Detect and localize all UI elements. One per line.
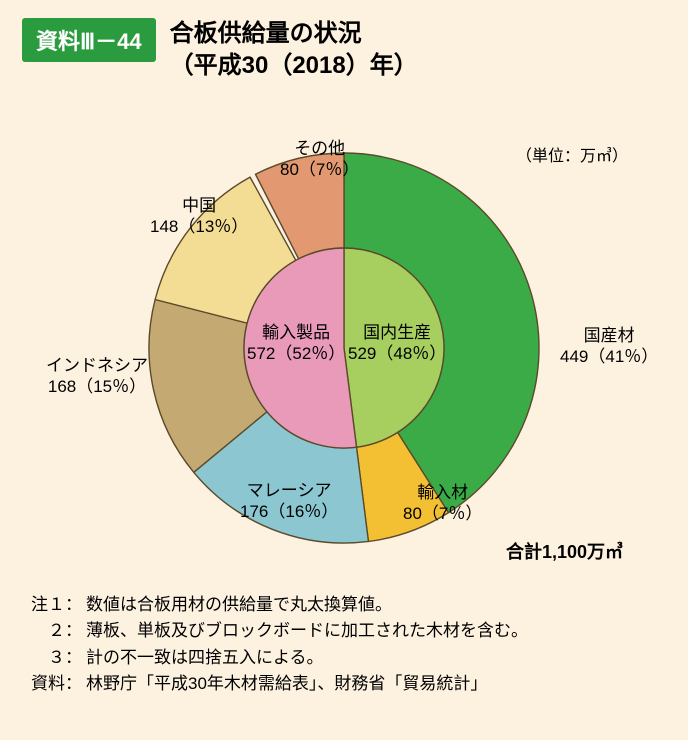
- label-text: 中国: [182, 196, 216, 215]
- note-body: 数値は合板用材の供給量で丸太換算値。: [82, 592, 392, 618]
- label-china: 中国 148（13％）: [150, 195, 248, 238]
- donut-chart: 国内生産 529（48％） 輸入製品 572（52％） 国産材 449（41％）…: [0, 120, 688, 560]
- label-text: 80（7％）: [403, 504, 482, 523]
- label-text: 80（7％）: [280, 160, 359, 179]
- note-head: 資料：: [28, 671, 82, 697]
- note-body: 計の不一致は四捨五入による。: [82, 645, 324, 671]
- label-text: その他: [294, 139, 345, 158]
- label-text: 国内生産: [363, 323, 431, 342]
- label-text: 国産材: [584, 326, 635, 345]
- label-domestic-wood: 国産材 449（41％）: [560, 325, 658, 368]
- title-line-2: （平成30（2018）年）: [170, 52, 418, 79]
- label-inner-domestic: 国内生産 529（48％）: [348, 322, 446, 365]
- label-text: 148（13％）: [150, 217, 248, 236]
- label-text: マレーシア: [247, 481, 332, 500]
- label-text: 529（48％）: [348, 344, 446, 363]
- note-head: ２：: [28, 618, 82, 644]
- note-body: 薄板、単板及びブロックボードに加工された木材を含む。: [82, 618, 528, 644]
- label-text: 572（52％）: [247, 344, 345, 363]
- label-malaysia: マレーシア 176（16％）: [240, 480, 338, 523]
- page-title: 合板供給量の状況 （平成30（2018）年）: [170, 18, 418, 83]
- total-label: 合計1,100万㎥: [506, 538, 623, 564]
- label-indonesia: インドネシア 168（15％）: [46, 355, 148, 398]
- note-head: ３：: [28, 645, 82, 671]
- label-text: 168（15％）: [48, 377, 146, 396]
- label-inner-import: 輸入製品 572（52％）: [247, 322, 345, 365]
- notes-block: 注１：数値は合板用材の供給量で丸太換算値。 ２：薄板、単板及びブロックボードに加…: [28, 592, 528, 697]
- label-other: その他 80（7％）: [280, 138, 359, 181]
- label-text: 449（41％）: [560, 347, 658, 366]
- title-line-1: 合板供給量の状況: [170, 20, 362, 47]
- note-body: 林野庁「平成30年木材需給表」、財務省「貿易統計」: [82, 671, 487, 697]
- label-text: 176（16％）: [240, 502, 338, 521]
- label-text: 輸入材: [417, 483, 468, 502]
- label-import-wood: 輸入材 80（7％）: [403, 482, 482, 525]
- label-text: 輸入製品: [262, 323, 330, 342]
- reference-badge: 資料Ⅲ－44: [22, 18, 156, 62]
- label-text: インドネシア: [46, 356, 148, 375]
- note-head: 注１：: [28, 592, 82, 618]
